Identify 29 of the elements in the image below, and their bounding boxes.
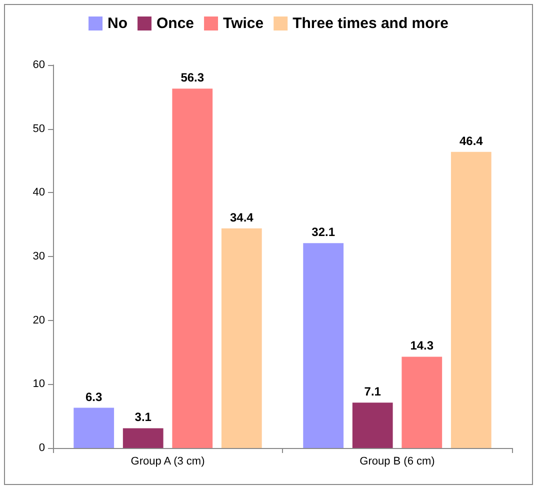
data-label: 34.4 xyxy=(230,210,254,224)
legend-label: Twice xyxy=(223,15,264,32)
data-label: 32.1 xyxy=(312,225,336,240)
y-tick-label: 30 xyxy=(32,250,45,262)
y-tick-label: 50 xyxy=(32,122,45,135)
data-label: 46.4 xyxy=(459,134,484,148)
bar xyxy=(352,402,393,448)
y-tick-label: 60 xyxy=(32,59,45,71)
legend-label: Once xyxy=(156,15,194,32)
y-tick-label: 20 xyxy=(32,314,45,326)
x-tick-label: Group A (3 cm) xyxy=(130,456,205,468)
data-label: 6.3 xyxy=(86,390,103,404)
data-label: 56.3 xyxy=(180,70,204,85)
legend-label: Three times and more xyxy=(292,15,448,32)
bar xyxy=(303,243,344,448)
bar xyxy=(221,228,262,448)
data-label: 7.1 xyxy=(364,384,382,399)
bar xyxy=(74,408,114,448)
bar xyxy=(122,428,164,448)
y-tick-label: 40 xyxy=(32,186,45,199)
bar xyxy=(172,88,213,448)
y-tick-label: 10 xyxy=(32,378,45,390)
legend-label: No xyxy=(108,15,128,32)
y-tick-label: 0 xyxy=(38,442,45,454)
bar xyxy=(450,152,492,448)
data-label: 14.3 xyxy=(410,338,434,353)
data-label: 3.1 xyxy=(134,410,152,424)
bar xyxy=(402,356,442,448)
x-tick-label: Group B (6 cm) xyxy=(360,456,435,468)
